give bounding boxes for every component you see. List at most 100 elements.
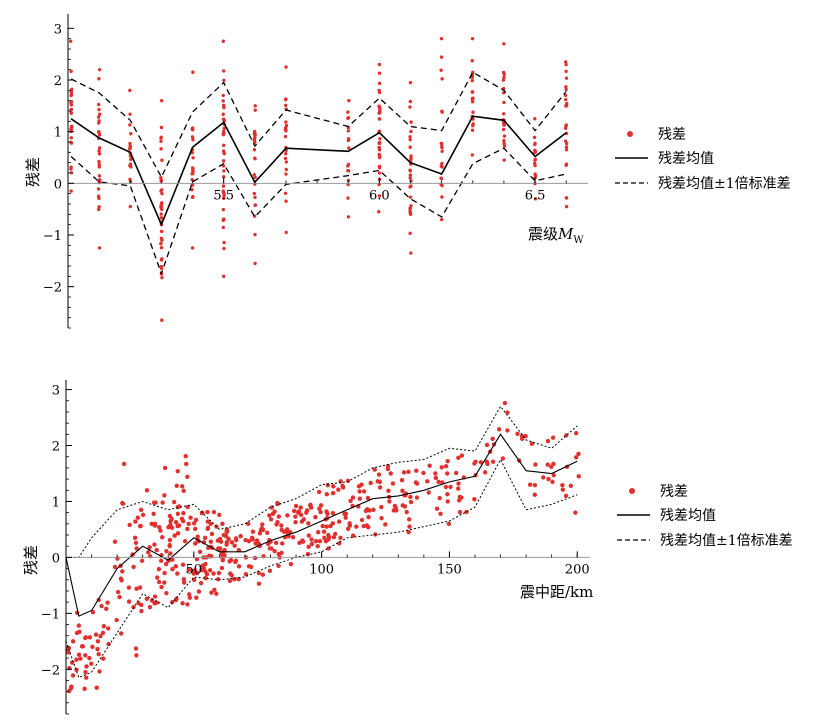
scatter-point	[283, 156, 288, 161]
scatter-point	[320, 523, 325, 529]
series-line-残差均值	[70, 115, 567, 227]
scatter-point	[234, 537, 239, 543]
scatter-point	[406, 469, 411, 475]
scatter-point	[564, 69, 568, 74]
scatter-point	[298, 505, 303, 510]
scatter-point	[69, 90, 74, 95]
scatter-point	[97, 246, 102, 250]
scatter-point	[408, 499, 414, 505]
scatter-point	[386, 488, 391, 494]
scatter-point	[533, 172, 537, 176]
scatter-point	[456, 481, 461, 486]
scatter-point	[96, 194, 101, 198]
scatter-point	[156, 579, 162, 585]
scatter-point	[285, 513, 290, 518]
scatter-point	[500, 456, 506, 461]
x-tick-label: 100	[309, 562, 334, 577]
scatter-point	[283, 97, 288, 102]
scatter-point	[159, 246, 164, 250]
scatter-point	[101, 623, 107, 629]
scatter-point	[541, 475, 546, 480]
scatter-point	[140, 512, 146, 518]
scatter-point	[456, 486, 461, 491]
scatter-point	[181, 577, 187, 582]
scatter-point	[221, 159, 226, 163]
scatter-point	[336, 519, 342, 524]
y-tick-label: 3	[54, 22, 62, 37]
scatter-point	[434, 506, 440, 511]
scatter-point	[313, 514, 318, 520]
y-tick-label: 0	[54, 177, 62, 192]
scatter-point	[185, 602, 190, 607]
scatter-point	[164, 590, 169, 596]
scatter-point	[379, 516, 384, 521]
scatter-point	[433, 475, 439, 481]
scatter-point	[268, 517, 274, 522]
scatter-point	[83, 669, 88, 675]
scatter-point	[440, 77, 444, 81]
scatter-point	[440, 110, 444, 114]
scatter-point	[147, 604, 153, 610]
scatter-point	[83, 635, 88, 641]
scatter-point	[87, 635, 93, 640]
scatter-point	[118, 576, 124, 581]
scatter-point	[346, 110, 350, 114]
scatter-point	[406, 517, 412, 522]
y-tick-label: 2	[54, 74, 62, 89]
scatter-point	[216, 570, 222, 576]
scatter-point	[260, 527, 266, 533]
scatter-point	[186, 521, 191, 527]
scatter-point	[185, 526, 190, 532]
scatter-point	[377, 71, 382, 75]
scatter-point	[139, 558, 145, 563]
scatter-point	[160, 500, 165, 505]
x-tick-label: 5.5	[213, 188, 234, 203]
scatter-point	[408, 494, 413, 500]
scatter-point	[532, 483, 538, 488]
scatter-point	[224, 529, 230, 534]
scatter-point	[357, 489, 362, 494]
scatter-point	[238, 533, 243, 539]
scatter-point	[260, 572, 266, 577]
scatter-point	[391, 508, 396, 513]
scatter-point	[445, 491, 450, 497]
scatter-point	[222, 69, 226, 73]
scatter-point	[376, 472, 382, 477]
scatter-point	[324, 491, 329, 497]
scatter-point	[322, 535, 327, 541]
scatter-point	[83, 653, 88, 658]
scatter-point	[95, 646, 100, 652]
legend-label-band: 残差均值±1倍标准差	[660, 533, 793, 549]
scatter-point	[96, 187, 101, 191]
scatter-point	[205, 519, 211, 524]
scatter-point	[550, 435, 556, 440]
scatter-point	[564, 76, 569, 80]
scatter-point	[96, 102, 101, 107]
scatter-point	[169, 525, 175, 530]
scatter-point	[69, 107, 74, 112]
scatter-point	[564, 204, 569, 209]
scatter-point	[496, 427, 502, 432]
scatter-point	[284, 152, 288, 156]
scatter-point	[127, 522, 132, 528]
scatter-point	[267, 568, 273, 574]
scatter-point	[134, 653, 139, 658]
scatter-point	[502, 158, 506, 162]
x-axis-label: 震级MW	[528, 225, 584, 246]
scatter-point	[167, 537, 173, 543]
scatter-point	[69, 111, 74, 115]
scatter-point	[105, 626, 111, 631]
scatter-point	[106, 641, 111, 647]
scatter-point	[137, 585, 143, 590]
scatter-point	[532, 135, 537, 140]
scatter-point	[219, 565, 225, 571]
scatter-point	[472, 497, 477, 502]
scatter-point	[222, 151, 226, 156]
scatter-point	[249, 535, 255, 541]
scatter-point	[115, 589, 121, 595]
axes-group: −2 −1 0 1 2 3 50 100 150 200	[41, 380, 590, 715]
scatter-point	[326, 537, 331, 542]
scatter-point	[162, 570, 167, 576]
scatter-point	[97, 77, 101, 81]
scatter-point	[280, 541, 285, 546]
